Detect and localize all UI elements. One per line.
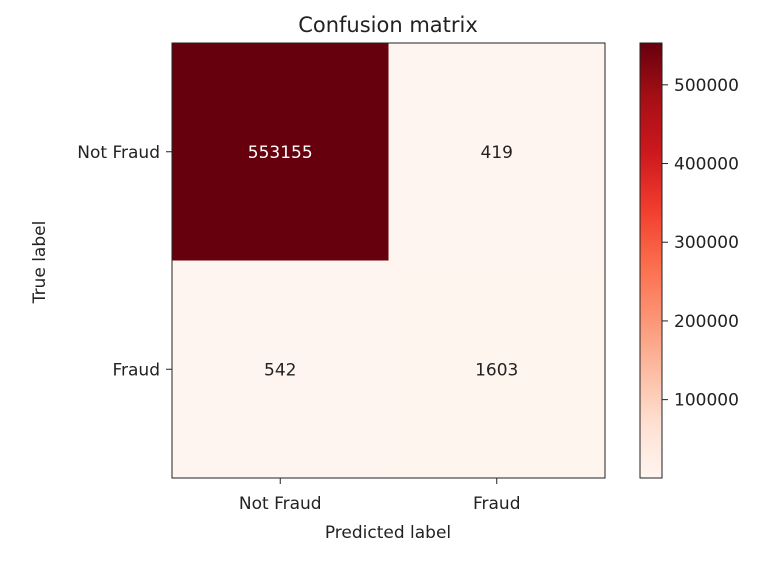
y-tick-label: Not Fraud — [77, 143, 160, 163]
matrix-cell-0-0 — [172, 43, 389, 261]
cell-value-1-0: 542 — [264, 360, 296, 380]
colorbar-tick-label: 100000 — [674, 391, 739, 411]
colorbar-frame — [639, 42, 663, 479]
colorbar-gradient — [640, 43, 662, 478]
x-axis-label: Predicted label — [325, 523, 451, 543]
cell-value-1-1: 1603 — [475, 360, 518, 380]
colorbar-tick-label: 500000 — [674, 76, 739, 96]
x-tick-label: Not Fraud — [239, 494, 322, 514]
matrix-cell-1-1 — [388, 260, 605, 478]
y-tick-label: Fraud — [112, 360, 160, 380]
colorbar: 100000 200000 300000 400000 500000 — [639, 42, 739, 479]
matrix-plot-area: 553155 419 542 1603 — [171, 42, 606, 479]
matrix-cell-1-0 — [172, 260, 389, 478]
y-axis-ticks: Not Fraud Fraud — [77, 143, 172, 380]
matrix-frame — [171, 42, 606, 479]
colorbar-tick-label: 400000 — [674, 155, 739, 175]
cell-value-0-1: 419 — [481, 143, 513, 163]
matrix-cell-0-1 — [388, 43, 605, 261]
y-axis-label: True label — [30, 221, 50, 305]
colorbar-tick-label: 300000 — [674, 233, 739, 253]
x-tick-label: Fraud — [473, 494, 521, 514]
chart-title: Confusion matrix — [298, 13, 478, 37]
cell-value-0-0: 553155 — [248, 143, 313, 163]
x-axis-ticks: Not Fraud Fraud — [239, 478, 521, 514]
colorbar-tick-label: 200000 — [674, 312, 739, 332]
